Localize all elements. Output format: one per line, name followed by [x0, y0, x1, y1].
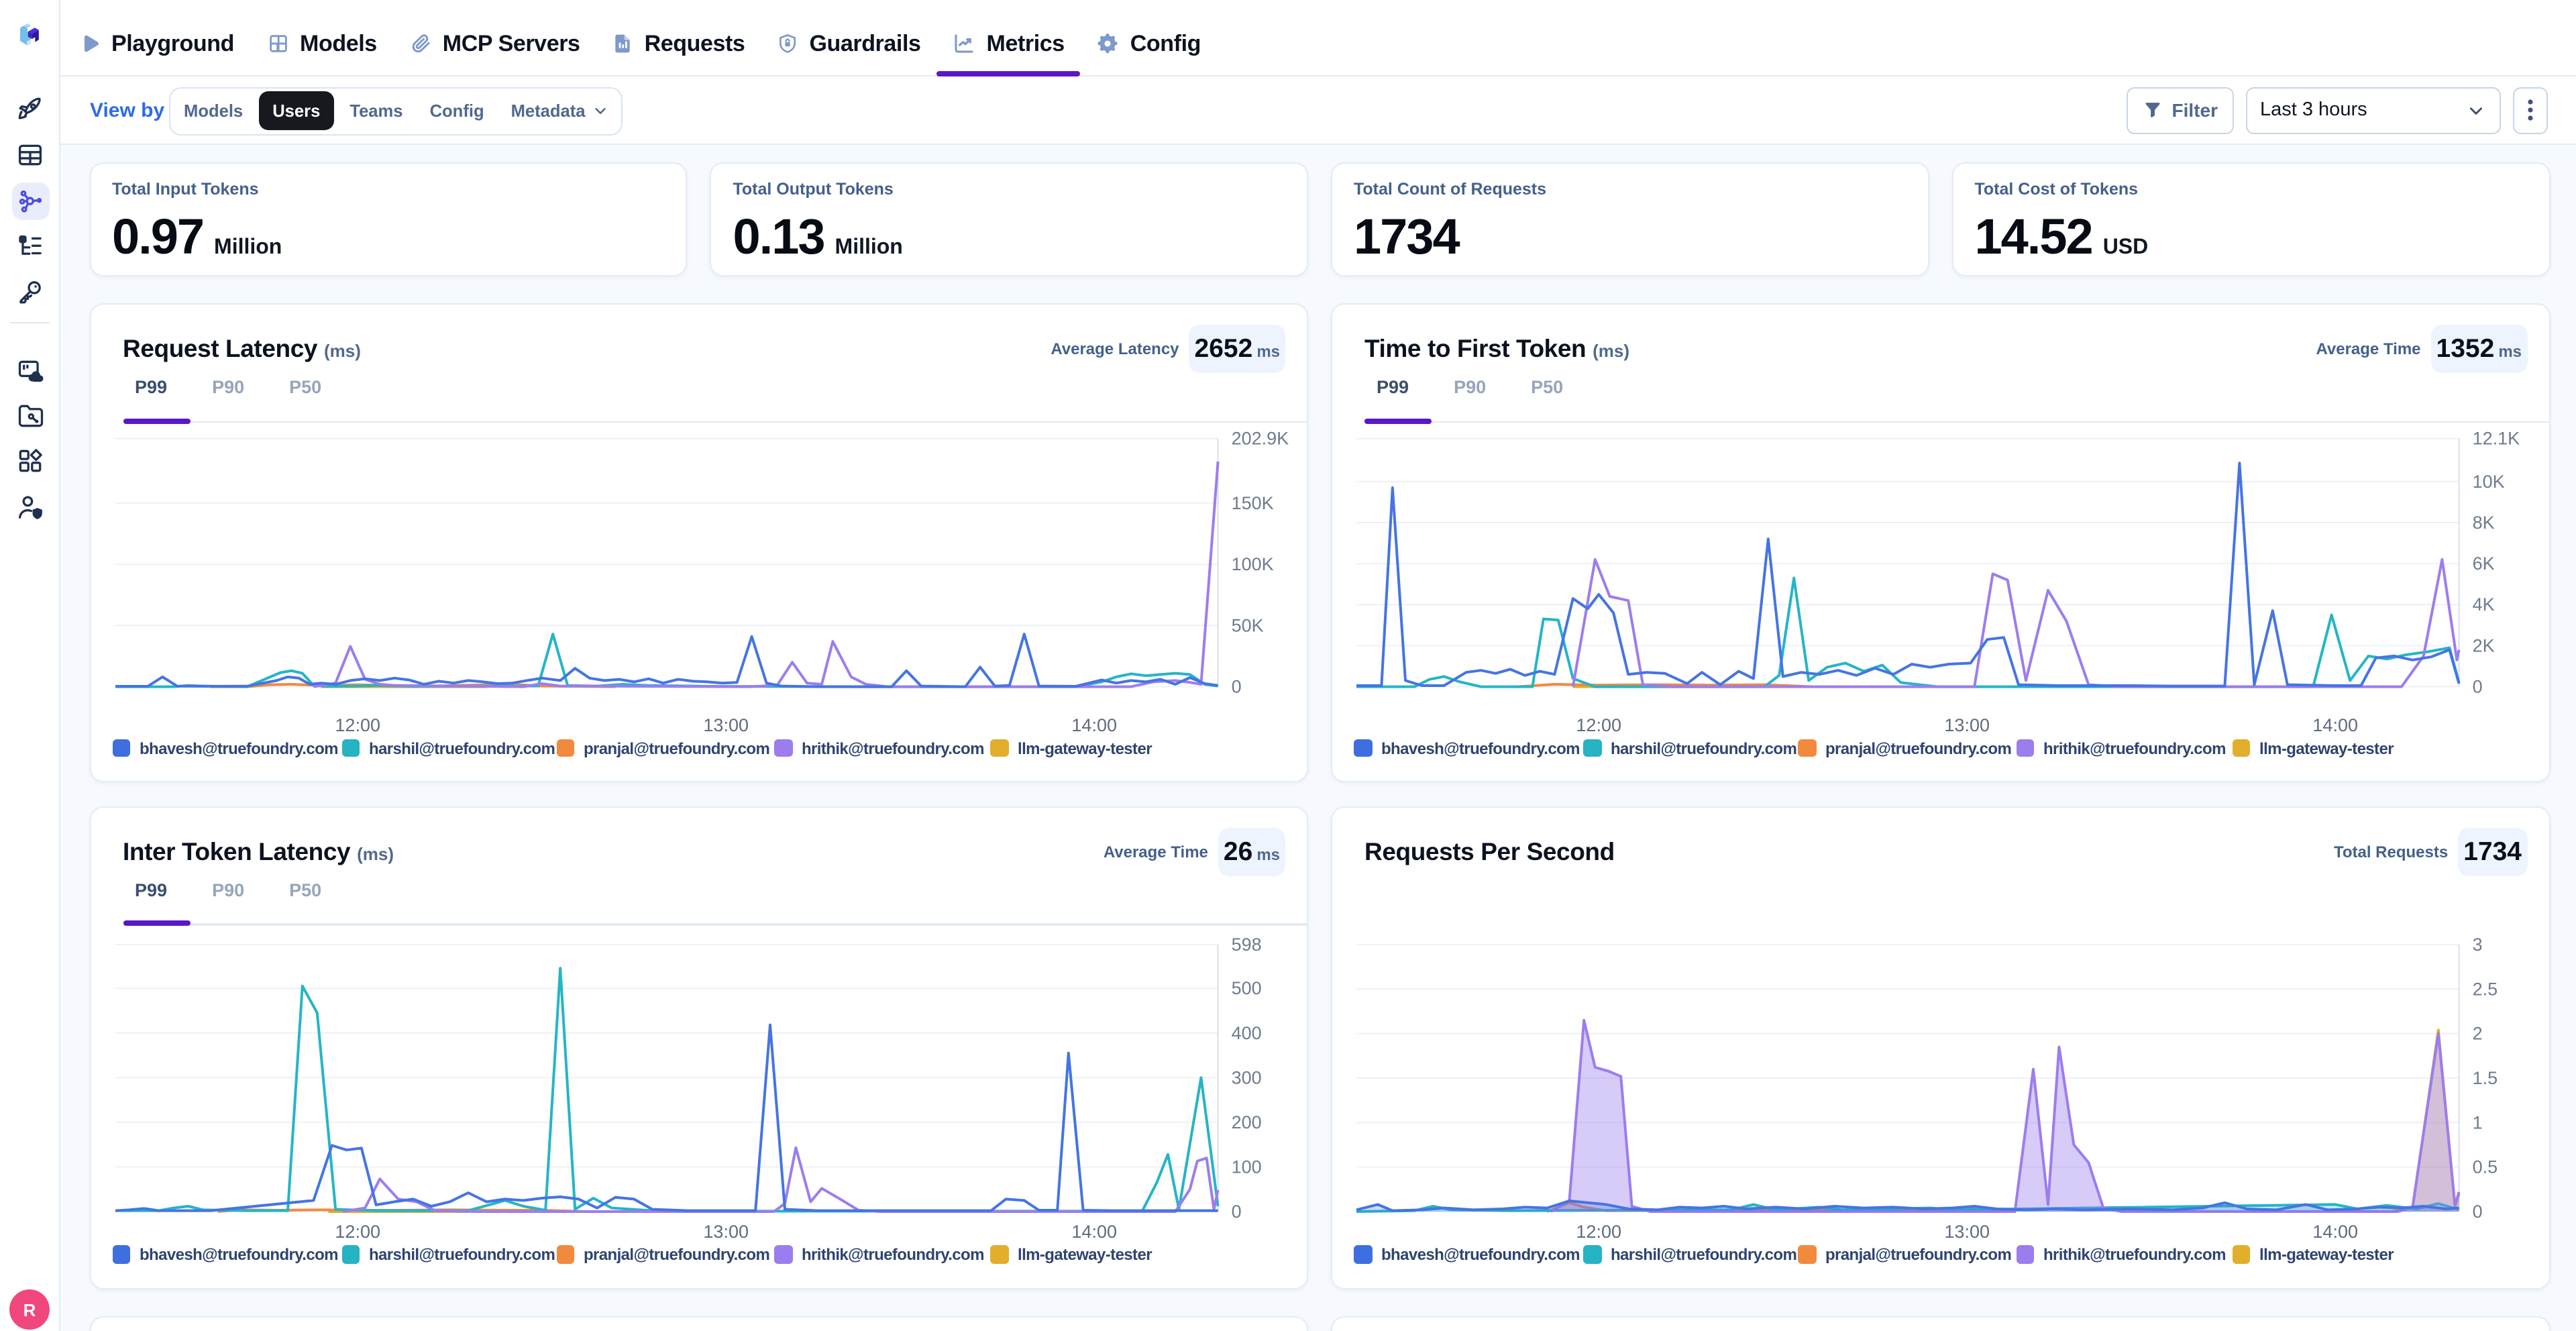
svg-text:300: 300	[1231, 1067, 1261, 1087]
svg-text:2: 2	[2473, 1023, 2483, 1043]
svg-text:12:00: 12:00	[334, 715, 380, 735]
svg-text:150K: 150K	[1231, 493, 1273, 513]
svg-text:100K: 100K	[1231, 554, 1273, 574]
svg-text:13:00: 13:00	[702, 1221, 748, 1241]
svg-text:12:00: 12:00	[1576, 715, 1621, 735]
svg-text:50K: 50K	[1231, 615, 1263, 635]
svg-text:13:00: 13:00	[1944, 715, 1990, 735]
svg-text:1.5: 1.5	[2473, 1067, 2498, 1087]
svg-text:13:00: 13:00	[702, 715, 748, 735]
svg-text:3: 3	[2473, 934, 2483, 954]
svg-text:0: 0	[2473, 1201, 2483, 1221]
svg-text:14:00: 14:00	[1071, 1221, 1116, 1241]
svg-text:1: 1	[2473, 1112, 2483, 1132]
svg-text:202.9K: 202.9K	[1231, 429, 1289, 449]
svg-text:400: 400	[1231, 1022, 1261, 1043]
svg-text:0: 0	[2473, 677, 2483, 697]
svg-text:12:00: 12:00	[1576, 1221, 1621, 1241]
svg-text:12.1K: 12.1K	[2473, 429, 2520, 449]
svg-text:12:00: 12:00	[334, 1221, 380, 1241]
svg-text:2.5: 2.5	[2473, 978, 2498, 998]
svg-text:100: 100	[1231, 1156, 1261, 1176]
svg-text:14:00: 14:00	[1071, 715, 1116, 735]
svg-text:14:00: 14:00	[2312, 1221, 2358, 1241]
svg-text:4K: 4K	[2473, 594, 2495, 615]
svg-text:0: 0	[1231, 1201, 1241, 1221]
svg-text:0: 0	[1231, 677, 1241, 697]
svg-text:14:00: 14:00	[2312, 715, 2358, 735]
svg-text:500: 500	[1231, 977, 1261, 998]
svg-text:6K: 6K	[2473, 553, 2495, 574]
svg-text:598: 598	[1231, 934, 1261, 954]
svg-text:2K: 2K	[2473, 635, 2495, 655]
svg-text:13:00: 13:00	[1944, 1221, 1990, 1241]
svg-text:10K: 10K	[2473, 472, 2505, 492]
svg-text:0.5: 0.5	[2473, 1157, 2498, 1177]
svg-text:200: 200	[1231, 1112, 1261, 1132]
svg-text:8K: 8K	[2473, 513, 2495, 533]
